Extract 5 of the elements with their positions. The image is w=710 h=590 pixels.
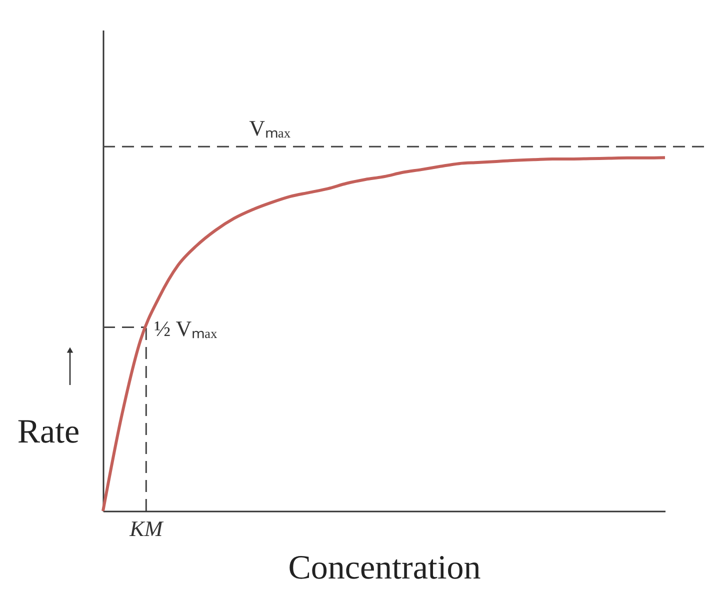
ref-line-label: ½ Vₘₐₓ	[154, 316, 218, 342]
y-axis-title: Rate	[17, 414, 80, 450]
text: KM	[128, 516, 164, 541]
ref-line-label: Vₘₐₓ	[249, 116, 292, 141]
x-axis-title: Concentration	[288, 550, 481, 586]
